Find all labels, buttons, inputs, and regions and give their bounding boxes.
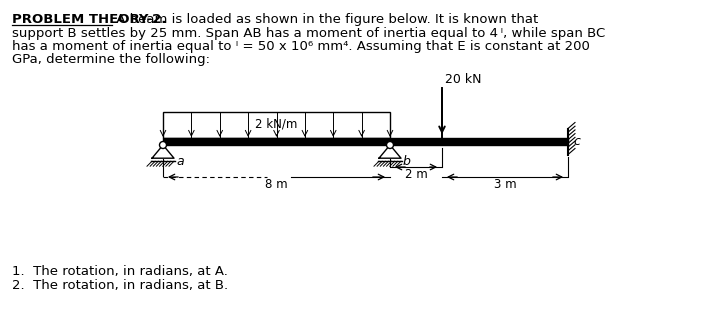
Polygon shape <box>379 145 401 158</box>
Text: a: a <box>176 155 184 168</box>
Polygon shape <box>152 145 174 158</box>
Text: 2 kN/m: 2 kN/m <box>256 118 298 131</box>
Text: b: b <box>403 155 411 168</box>
Text: A beam is loaded as shown in the figure below. It is known that: A beam is loaded as shown in the figure … <box>112 13 538 26</box>
Text: 2 m: 2 m <box>404 168 427 181</box>
Text: 20 kN: 20 kN <box>445 73 481 86</box>
Text: has a moment of inertia equal to ᴵ = 50 x 10⁶ mm⁴. Assuming that E is constant a: has a moment of inertia equal to ᴵ = 50 … <box>12 40 590 53</box>
Text: c: c <box>573 135 580 148</box>
Text: support B settles by 25 mm. Span AB has a moment of inertia equal to 4 ᴵ, while : support B settles by 25 mm. Span AB has … <box>12 27 605 40</box>
Text: 1.  The rotation, in radians, at A.: 1. The rotation, in radians, at A. <box>12 265 228 278</box>
Text: 3 m: 3 m <box>493 178 516 191</box>
Circle shape <box>159 142 167 149</box>
Text: PROBLEM THEORY-2.: PROBLEM THEORY-2. <box>12 13 167 26</box>
Text: 2.  The rotation, in radians, at B.: 2. The rotation, in radians, at B. <box>12 278 228 291</box>
Circle shape <box>387 142 394 149</box>
Text: 8 m: 8 m <box>265 178 288 191</box>
Bar <box>163 138 568 145</box>
Text: GPa, determine the following:: GPa, determine the following: <box>12 54 210 67</box>
Bar <box>163 112 390 138</box>
